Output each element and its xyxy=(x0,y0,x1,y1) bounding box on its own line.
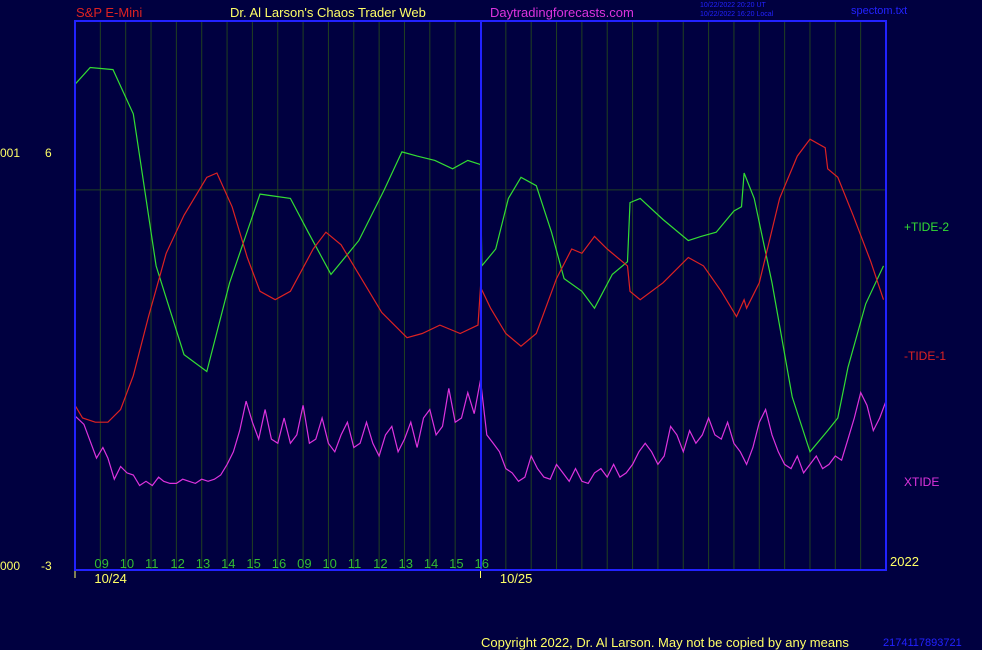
data-filename: spectom.txt xyxy=(851,5,908,17)
year-label: 2022 xyxy=(890,554,919,569)
hour-tick-label: 09 xyxy=(94,556,108,571)
date-label: 10/24 xyxy=(94,571,127,586)
hour-tick-label: 11 xyxy=(348,556,362,571)
hour-tick-label: 16 xyxy=(475,556,489,571)
legend-xtide: XTIDE xyxy=(904,475,940,489)
hour-tick-label: 10 xyxy=(120,556,134,571)
date-label: 10/25 xyxy=(500,571,533,586)
hour-tick-label: 12 xyxy=(170,556,184,571)
symbol-title: S&P E-Mini xyxy=(76,5,143,20)
timestamp-ut: 10/22/2022 20:20 UT xyxy=(700,2,766,9)
hour-tick-label: 14 xyxy=(424,556,438,571)
y-tick-bottom: -3 xyxy=(41,559,52,573)
series-line-tide2 xyxy=(74,66,885,454)
legend-tide1: -TIDE-1 xyxy=(904,349,946,363)
timestamp-local: 10/22/2022 16:20 Local xyxy=(700,11,774,18)
axis-labels: 09 10 11 12 13 14 15 16 09 10 11 12 13 14 15 16 10/24 10/… xyxy=(74,556,533,586)
hour-tick-label: 09 xyxy=(297,556,311,571)
hour-tick-label: 14 xyxy=(221,556,235,571)
hour-tick-label: 10 xyxy=(322,556,336,571)
chart-code: 2174117893721 xyxy=(883,637,962,649)
hour-tick-label: 15 xyxy=(449,556,463,571)
hour-tick-label: 16 xyxy=(272,556,286,571)
hour-tick-label: 13 xyxy=(398,556,412,571)
copyright-text: Copyright 2022, Dr. Al Larson. May not b… xyxy=(481,635,849,650)
hour-tick-label: 12 xyxy=(373,556,387,571)
legend-tide2: +TIDE-2 xyxy=(904,220,950,234)
hour-tick-label: 15 xyxy=(246,556,260,571)
y-tick-top: 6 xyxy=(45,146,52,160)
series-line-tide1 xyxy=(74,138,885,423)
hour-tick-label: 11 xyxy=(145,556,159,571)
hour-tick-label: 13 xyxy=(196,556,210,571)
y-tick-prefix-bottom: 000 xyxy=(0,559,21,573)
site-link[interactable]: Daytradingforecasts.com xyxy=(490,5,634,20)
chart-title: Dr. Al Larson's Chaos Trader Web xyxy=(230,5,426,20)
y-tick-prefix-top: 001 xyxy=(0,146,21,160)
